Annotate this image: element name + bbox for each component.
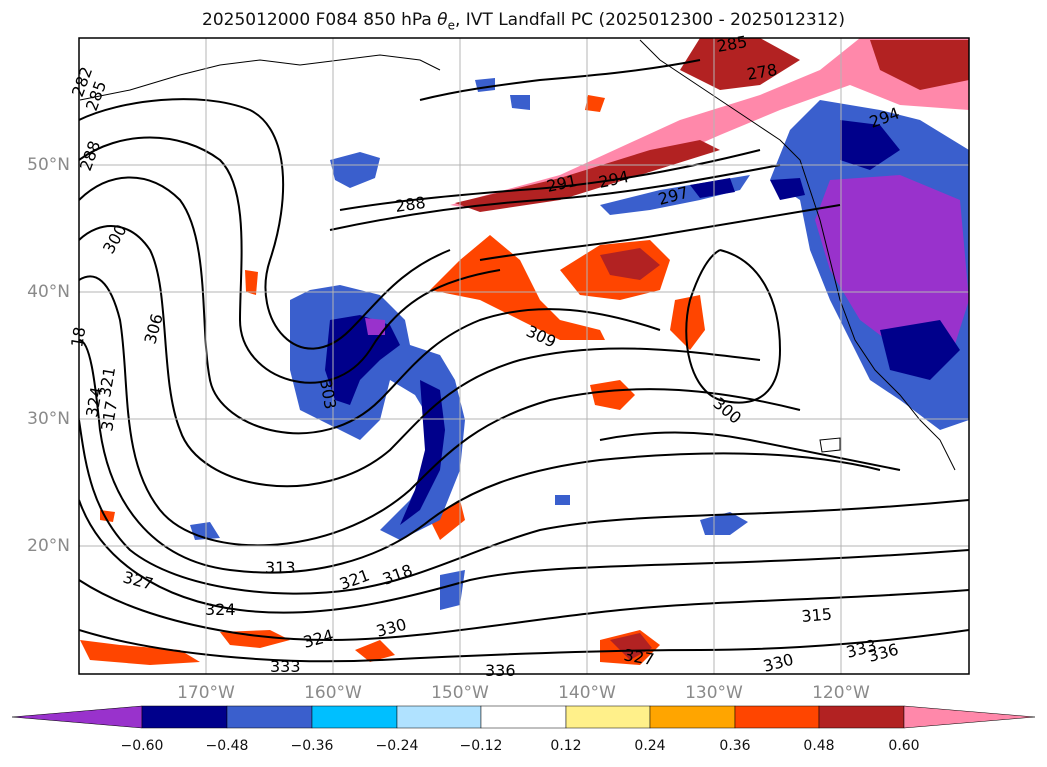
- colorbar-segment: [565, 705, 651, 729]
- colorbar-tick: −0.24: [375, 738, 419, 754]
- colorbar-segment: [141, 705, 228, 729]
- contour-label: 324: [205, 600, 236, 619]
- colorbar-tick: −0.12: [459, 738, 503, 754]
- colorbar-tick: −0.60: [120, 738, 164, 754]
- coastlines: [79, 39, 956, 471]
- colorbar-tick: 0.12: [550, 738, 582, 754]
- colorbar-tick: 0.48: [803, 738, 835, 754]
- colorbar-extend-low: [11, 705, 143, 729]
- colorbar-segment: [480, 705, 567, 729]
- theta-e-contours: [79, 59, 969, 663]
- colorbar-segment: [311, 705, 398, 729]
- colorbar-segment: [226, 705, 313, 729]
- lon-label: 170°W: [177, 683, 235, 703]
- contour-label: 336: [485, 661, 516, 680]
- contour-label: 333: [270, 657, 301, 676]
- lon-label: 160°W: [304, 683, 362, 703]
- colorbar-tick: −0.48: [205, 738, 249, 754]
- lon-label: 120°W: [812, 683, 870, 703]
- lon-label: 130°W: [685, 683, 743, 703]
- colorbar-segment: [734, 705, 820, 729]
- lon-label: 150°W: [431, 683, 489, 703]
- colorbar-segment: [818, 705, 905, 729]
- map-title: 2025012000 F084 850 hPa θe, IVT Landfall…: [202, 10, 845, 33]
- lat-label: 30°N: [27, 409, 70, 429]
- colorbar-segment: [649, 705, 736, 729]
- contour-label: 288: [394, 193, 427, 216]
- colorbar-tick: 0.36: [719, 738, 751, 754]
- contour-label: 315: [801, 604, 833, 626]
- colorbar: [11, 705, 1036, 729]
- colorbar-segment: [396, 705, 482, 729]
- contour-label: 313: [265, 558, 296, 577]
- contour-label: 18: [67, 325, 89, 348]
- colorbar-tick: −0.36: [290, 738, 334, 754]
- colorbar-tick: 0.24: [634, 738, 666, 754]
- colorbar-tick: 0.60: [888, 738, 920, 754]
- lat-label: 40°N: [27, 282, 70, 302]
- lat-label: 20°N: [27, 536, 70, 556]
- map-frame: [78, 37, 970, 675]
- colorbar-extend-high: [903, 705, 1036, 729]
- graticule: [79, 38, 969, 674]
- lon-label: 140°W: [558, 683, 616, 703]
- lat-label: 50°N: [27, 155, 70, 175]
